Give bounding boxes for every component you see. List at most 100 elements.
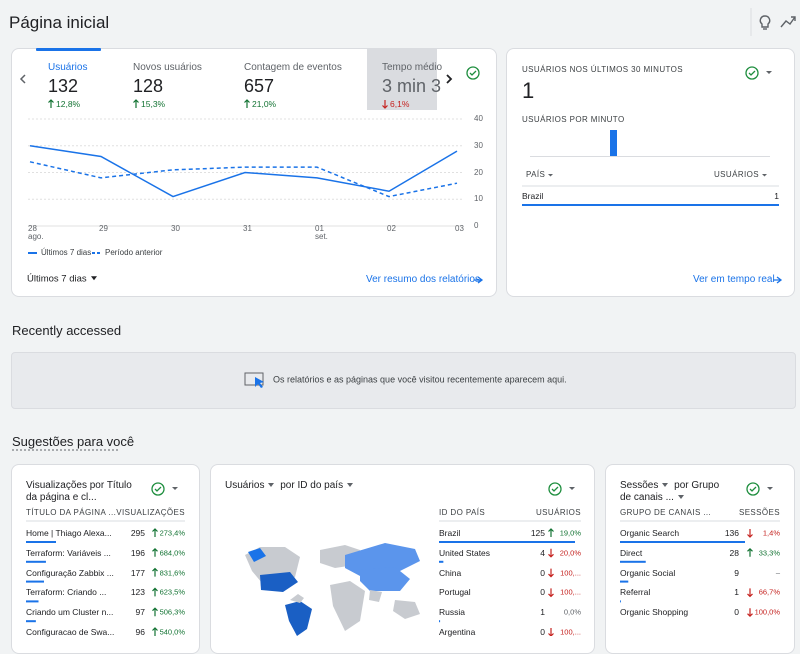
column-header: PAÍS [526,170,546,180]
row-bar [620,600,621,603]
link[interactable]: Ver resumo dos relatórios [366,274,480,285]
y-tick-label: 40 [474,114,483,124]
metric-change: 15,3% [141,98,166,109]
card-title[interactable]: Visualizações por Título da página e cl.… [26,480,141,504]
column-header: USUÁRIOS [536,508,581,518]
y-tick-label: 0 [474,221,479,231]
row-change: 33,3% [758,548,780,558]
row-name: Brazil [522,190,544,201]
trend-arrow [133,99,139,108]
row-name[interactable]: Brazil [439,527,461,538]
row-change: 273,4% [159,528,185,538]
row-name[interactable]: Portugal [439,587,471,598]
card-title[interactable]: Usuários por ID do país [225,480,425,492]
row-name[interactable]: Direct [620,547,643,558]
caret [662,483,669,488]
row-bar [26,541,56,543]
caret [677,495,684,500]
page: (() => { const data = JSON.parse(documen… [9,8,796,654]
title-part: Grupo de canais ... [620,480,720,503]
row-change: 1,4% [762,528,780,538]
row-value: 125 [530,527,545,538]
trend-arrow [152,607,158,617]
metric-label[interactable]: Usuários [48,62,88,73]
legend-label: Período anterior [105,248,163,258]
row-change: 0,0% [563,607,581,617]
row-name[interactable]: Organic Search [620,527,680,538]
link-arrow [773,276,783,284]
row-bar [439,620,441,623]
row-bar [26,560,46,563]
row-name[interactable]: Organic Shopping [620,607,689,618]
row-name[interactable]: Organic Social [620,567,676,578]
row-change: 623,5% [159,587,185,597]
row-value: 96 [135,626,145,637]
title-part: Título da página e cl... [26,480,132,503]
trend-arrow [548,588,554,598]
trend-arrow [747,547,753,557]
suggestion-card [11,464,200,654]
metric-change: 12,8% [56,98,81,109]
row-name[interactable]: China [439,567,462,578]
column-header: VISUALIZAÇÕES [116,508,185,518]
trend-arrow [747,529,753,538]
row-name[interactable]: Argentina [439,626,476,637]
row-name[interactable]: Configuracao de Swa... [26,626,115,637]
caret [90,276,97,281]
x-tick-label: 30 [171,224,180,234]
caret [347,483,354,488]
tab-highlight [367,49,437,110]
empty-message: Os relatórios e as páginas que você visi… [273,374,567,385]
row-name[interactable]: Russia [439,607,465,618]
prev-button[interactable] [19,74,26,84]
x-tick-label: 02 [387,224,396,234]
trend-arrow [152,587,158,597]
y-tick-label: 30 [474,140,483,150]
row-name[interactable]: Terraform: Variáveis ... [26,547,111,558]
dropdown-carets[interactable] [172,71,773,490]
row-change: 684,0% [159,548,185,558]
row-change: 19,0% [559,528,581,538]
row-name[interactable]: Terraform: Criando ... [26,587,107,598]
caret [548,174,553,177]
section-title: Sugestões para você [12,434,135,450]
row-bar [26,620,36,623]
card-title[interactable]: Sessões por Grupo de canais ... [620,480,725,504]
metric-label[interactable]: Novos usuários [133,62,202,73]
row-value: 0 [734,607,739,618]
row-change: 100,... [560,587,581,597]
status-icons [151,66,760,496]
link[interactable]: Ver em tempo real [693,274,775,285]
card-title: USUÁRIOS NOS ÚLTIMOS 30 MINUTOS [522,65,684,75]
date-range[interactable]: Últimos 7 dias [27,273,100,284]
trend-arrow [747,588,753,598]
row-name[interactable]: Criando um Cluster n... [26,607,114,618]
row-value: 1 [734,587,739,598]
column-header: GRUPO DE CANAIS ... [620,508,712,518]
row-value: 136 [724,527,739,538]
row-change: 100,... [560,627,581,637]
recent-icon [244,372,264,388]
x-tick-label: 31 [243,224,252,234]
row-bar [26,600,39,603]
row-name[interactable]: Configuração Zabbix ... [26,567,114,578]
row-bar [439,541,575,543]
row-bar [620,541,745,543]
next-button[interactable] [446,74,453,84]
world-map [245,543,420,636]
metric-label[interactable]: Tempo médio [382,62,443,73]
row-name[interactable]: United States [439,547,491,558]
header-icons [759,15,796,30]
metric-value: 128 [133,76,164,97]
trend-arrow [747,608,753,618]
x-tick-sublabel: set. [315,232,328,242]
column-header: SESSÕES [738,508,780,518]
metric-label[interactable]: Contagem de eventos [244,62,342,73]
x-tick-label: 29 [99,224,108,234]
column-header: ID DO PAÍS [439,508,486,518]
row-name[interactable]: Referral [620,587,651,598]
row-value: 0 [540,567,545,578]
row-name[interactable]: Home | Thiago Alexa... [26,527,112,538]
page-title: Página inicial [9,12,110,32]
bar [610,130,617,156]
